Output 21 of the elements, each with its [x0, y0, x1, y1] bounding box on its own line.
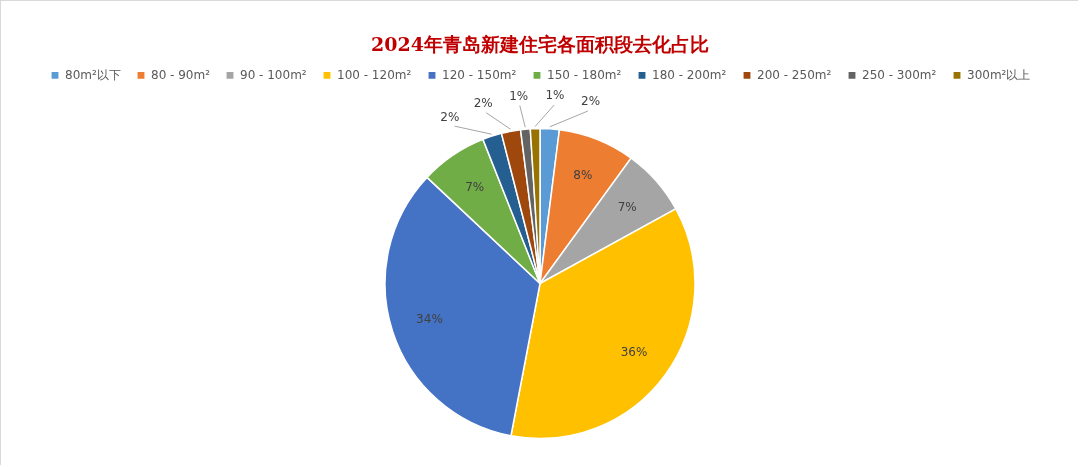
data-label: 1% — [545, 88, 565, 103]
data-label: 2% — [581, 94, 601, 109]
legend-label: 100 - 120m² — [337, 68, 412, 83]
legend-label: 300m²以上 — [967, 68, 1031, 83]
legend-label: 200 - 250m² — [757, 68, 832, 83]
legend-label: 80m²以下 — [65, 68, 121, 83]
data-label: 2% — [440, 110, 460, 125]
legend-label: 150 - 180m² — [547, 68, 622, 83]
data-label: 7% — [617, 199, 637, 214]
data-label: 36% — [620, 344, 648, 359]
data-label: 8% — [573, 168, 593, 183]
legend-label: 250 - 300m² — [862, 68, 937, 83]
data-label: 2% — [473, 96, 493, 111]
data-label: 34% — [416, 312, 443, 327]
data-label: 1% — [509, 88, 529, 103]
legend-label: 180 - 200m² — [652, 68, 727, 83]
legend-label: 120 - 150m² — [442, 68, 517, 83]
chart-title: 2024年青岛新建住宅各面积段去化占比 — [371, 33, 709, 55]
legend-label: 80 - 90m² — [151, 68, 211, 83]
legend-label: 90 - 100m² — [240, 68, 307, 83]
data-label: 7% — [465, 180, 485, 195]
